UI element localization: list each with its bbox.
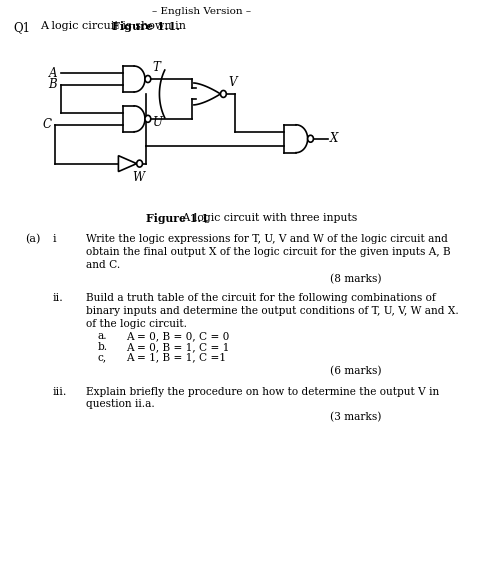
Text: A: A [48,66,57,79]
Text: T: T [152,61,160,73]
Text: c,: c, [97,353,107,363]
Text: b.: b. [97,342,108,352]
Text: (8 marks): (8 marks) [329,274,381,285]
Text: U: U [152,116,162,129]
Text: A = 0, B = 1, C = 1: A = 0, B = 1, C = 1 [126,342,229,352]
Text: A logic circuit is shown in: A logic circuit is shown in [39,22,189,31]
Circle shape [144,115,150,122]
Text: X: X [329,132,338,145]
Text: Write the logic expressions for T, U, V and W of the logic circuit and: Write the logic expressions for T, U, V … [86,234,447,244]
Text: binary inputs and determine the output conditions of T, U, V, W and X.: binary inputs and determine the output c… [86,306,458,316]
Text: iii.: iii. [53,387,67,396]
Text: i: i [53,234,56,244]
Text: (3 marks): (3 marks) [329,412,381,423]
Text: C: C [42,118,51,131]
Text: question ii.a.: question ii.a. [86,399,155,409]
Circle shape [136,160,142,167]
Text: W: W [132,171,144,184]
Circle shape [220,90,226,97]
Text: A = 1, B = 1, C =1: A = 1, B = 1, C =1 [126,353,226,363]
Text: (a): (a) [24,234,40,245]
Text: and C.: and C. [86,260,120,270]
Text: (6 marks): (6 marks) [329,366,381,376]
Text: ii.: ii. [53,293,63,303]
Text: A logic circuit with three inputs: A logic circuit with three inputs [179,213,357,223]
Text: Figure 1.1: Figure 1.1 [145,213,208,224]
Text: – English Version –: – English Version – [152,8,251,16]
Text: B: B [48,79,57,92]
Text: obtain the final output X of the logic circuit for the given inputs A, B: obtain the final output X of the logic c… [86,247,450,257]
Text: Build a truth table of the circuit for the following combinations of: Build a truth table of the circuit for t… [86,293,435,303]
Text: Explain briefly the procedure on how to determine the output V in: Explain briefly the procedure on how to … [86,387,438,396]
Circle shape [144,76,150,83]
Text: Q1: Q1 [13,22,30,34]
Text: a.: a. [97,331,107,341]
Text: A = 0, B = 0, C = 0: A = 0, B = 0, C = 0 [126,331,229,341]
Circle shape [307,135,313,142]
Text: V: V [228,76,237,89]
Text: Figure 1.1.: Figure 1.1. [111,22,180,32]
Text: of the logic circuit.: of the logic circuit. [86,319,187,329]
